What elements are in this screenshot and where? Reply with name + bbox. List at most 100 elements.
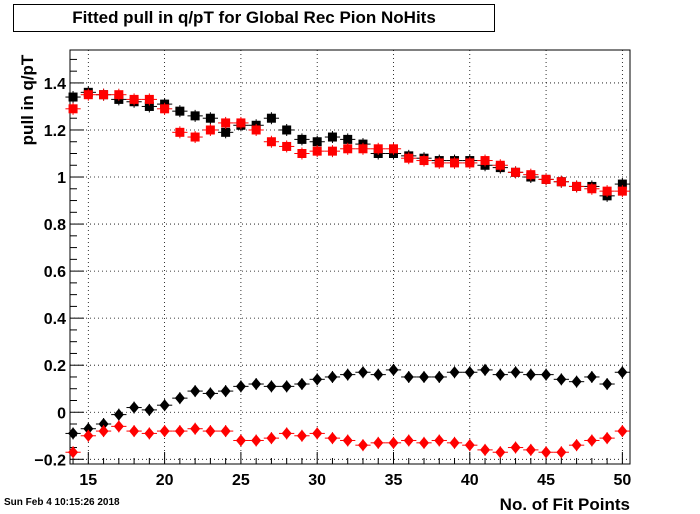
y-tick-label: 0.6: [44, 264, 66, 281]
data-point: [434, 158, 444, 168]
data-point: [220, 425, 231, 438]
data-point: [403, 370, 414, 383]
data-point: [251, 378, 262, 391]
data-point: [266, 113, 276, 123]
data-point: [114, 90, 124, 100]
data-point: [159, 399, 170, 412]
data-point: [449, 436, 460, 449]
tick-layer: [70, 58, 623, 464]
data-point: [541, 368, 552, 381]
data-point: [525, 443, 536, 456]
data-point: [556, 373, 567, 386]
data-point: [449, 366, 460, 379]
data-point: [480, 443, 491, 456]
series-3: [65, 420, 630, 459]
y-tick-label: −0.2: [34, 452, 66, 469]
data-point: [373, 368, 384, 381]
data-point: [220, 385, 231, 398]
chart-title: Fitted pull in q/pT for Global Rec Pion …: [13, 4, 495, 32]
data-point: [68, 92, 78, 102]
grid-layer: [70, 50, 630, 464]
data-point: [373, 436, 384, 449]
y-tick-label: 1: [57, 170, 66, 187]
y-tick-label: 1.2: [44, 123, 66, 140]
data-point: [465, 158, 475, 168]
data-point: [144, 427, 155, 440]
data-point: [266, 432, 277, 445]
data-layer: [65, 86, 630, 459]
y-axis-label: pull in q/pT: [18, 54, 37, 145]
data-point: [83, 422, 94, 435]
data-point: [419, 436, 430, 449]
data-point: [602, 186, 612, 196]
data-point: [342, 368, 353, 381]
data-point: [297, 149, 307, 158]
data-point: [480, 363, 491, 376]
data-point: [602, 432, 613, 445]
data-point: [221, 127, 231, 137]
timestamp: Sun Feb 4 10:15:26 2018: [4, 497, 120, 508]
x-tick-label: 45: [537, 472, 555, 489]
data-point: [190, 111, 200, 121]
data-point: [282, 125, 292, 135]
data-point: [113, 408, 124, 421]
data-point: [357, 366, 368, 379]
data-point: [525, 368, 536, 381]
data-point: [296, 429, 307, 442]
data-point: [175, 127, 185, 137]
data-point: [266, 137, 276, 147]
data-point: [68, 427, 79, 440]
data-point: [342, 434, 353, 447]
data-point: [404, 153, 414, 163]
data-point: [190, 385, 201, 398]
y-tick-label: 0.8: [44, 217, 66, 234]
data-point: [174, 392, 185, 405]
data-point: [343, 134, 353, 144]
x-tick-label: 30: [308, 472, 326, 489]
x-tick-label: 40: [461, 472, 479, 489]
data-point: [129, 401, 140, 414]
data-point: [144, 101, 154, 111]
data-point: [617, 366, 628, 379]
data-point: [556, 177, 566, 187]
x-tick-label: 25: [232, 472, 250, 489]
data-point: [327, 370, 338, 383]
data-point: [312, 373, 323, 386]
data-point: [83, 429, 94, 442]
x-tick-label: 15: [79, 472, 97, 489]
data-point: [419, 156, 429, 166]
data-point: [99, 90, 109, 100]
x-tick-label: 20: [156, 472, 174, 489]
data-point: [586, 370, 597, 383]
data-point: [296, 378, 307, 391]
data-point: [251, 125, 261, 135]
data-point: [419, 370, 430, 383]
data-point: [556, 446, 567, 459]
data-point: [129, 94, 139, 104]
data-point: [495, 160, 505, 170]
data-point: [221, 118, 231, 128]
data-point: [541, 446, 552, 459]
data-point: [83, 90, 93, 100]
data-point: [236, 118, 246, 128]
data-point: [495, 368, 506, 381]
data-point: [571, 375, 582, 388]
data-point: [144, 94, 154, 104]
x-axis-label: No. of Fit Points: [500, 495, 630, 514]
series-1: [65, 88, 630, 198]
data-point: [617, 425, 628, 438]
data-point: [511, 167, 521, 177]
data-point: [312, 427, 323, 440]
data-point: [510, 441, 521, 454]
data-point: [541, 174, 551, 184]
data-point: [571, 439, 582, 452]
data-point: [358, 144, 368, 154]
data-point: [251, 434, 262, 447]
data-point: [495, 446, 506, 459]
data-point: [434, 370, 445, 383]
data-point: [129, 425, 140, 438]
data-point: [281, 380, 292, 393]
data-point: [327, 146, 337, 156]
